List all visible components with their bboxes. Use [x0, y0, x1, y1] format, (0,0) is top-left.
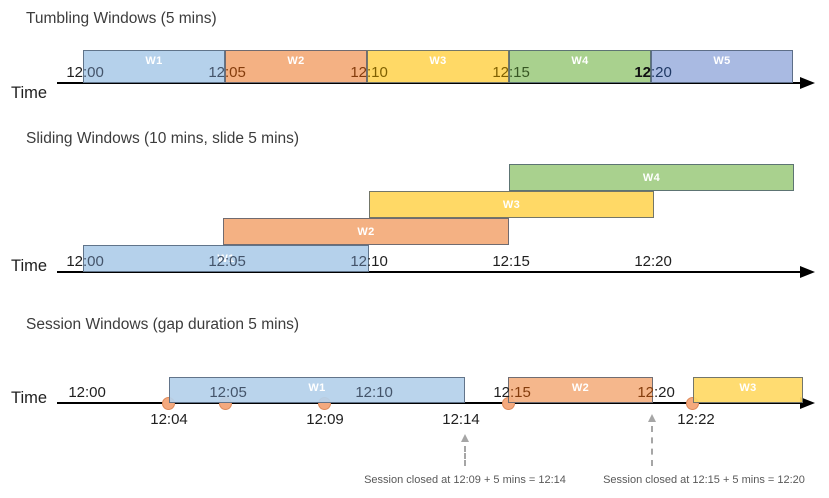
event-time-1209: 12:09 — [306, 411, 344, 428]
sliding-window-w3: W3 — [369, 191, 654, 218]
window-label: W2 — [357, 225, 375, 238]
session-title: Session Windows (gap duration 5 mins) — [26, 316, 300, 333]
tumbling-window-w4: W4 — [509, 50, 651, 83]
window-label: W1 — [308, 382, 326, 394]
sliding-timeline — [57, 271, 804, 273]
session-close-annotation-1: Session closed at 12:09 + 5 mins = 12:14 — [364, 474, 566, 486]
sliding-window-w1: W1 — [83, 245, 369, 272]
window-label: W4 — [571, 55, 589, 67]
event-time-1204: 12:04 — [150, 411, 188, 428]
session-time-label: Time — [11, 389, 48, 407]
session-timeline-arrow-icon — [800, 397, 815, 409]
session-window-w2: W2 — [508, 377, 653, 403]
window-label: W2 — [571, 382, 590, 394]
window-label: W4 — [642, 171, 661, 184]
sliding-window-w2: W2 — [223, 218, 509, 245]
tumbling-title: Tumbling Windows (5 mins) — [26, 10, 217, 27]
window-label: W3 — [429, 55, 447, 67]
session-timeline — [57, 402, 804, 404]
window-label: W1 — [145, 55, 163, 67]
window-label: W1 — [217, 252, 235, 265]
annotation-arrow-2-line — [651, 426, 653, 466]
tumbling-timeline — [57, 82, 804, 84]
tumbling-window-w3: W3 — [367, 50, 509, 83]
session-close-annotation-2: Session closed at 12:15 + 5 mins = 12:20 — [603, 474, 805, 486]
window-label: W2 — [287, 55, 305, 67]
session-window-w1: W1 — [169, 377, 465, 403]
tumbling-window-w2: W2 — [225, 50, 367, 83]
tumbling-time-label: Time — [11, 84, 48, 102]
window-label: W3 — [739, 382, 757, 394]
tumbling-window-w1: W1 — [83, 50, 225, 83]
sliding-title: Sliding Windows (10 mins, slide 5 mins) — [26, 130, 300, 147]
annotation-arrow-1-head-icon — [461, 434, 469, 442]
session-window-w3: W3 — [693, 377, 803, 403]
session-close-time-1214: 12:14 — [442, 411, 480, 428]
sliding-window-w4: W4 — [509, 164, 794, 191]
window-label: W5 — [713, 55, 731, 67]
annotation-arrow-1-line — [464, 446, 466, 466]
tumbling-timeline-arrow-icon — [800, 77, 815, 89]
window-label: W3 — [502, 198, 521, 211]
sliding-time-label: Time — [11, 257, 48, 275]
tumbling-window-w5: W5 — [651, 50, 793, 83]
event-time-1222: 12:22 — [677, 411, 715, 428]
annotation-arrow-2-head-icon — [648, 414, 656, 422]
sliding-timeline-arrow-icon — [800, 266, 815, 278]
